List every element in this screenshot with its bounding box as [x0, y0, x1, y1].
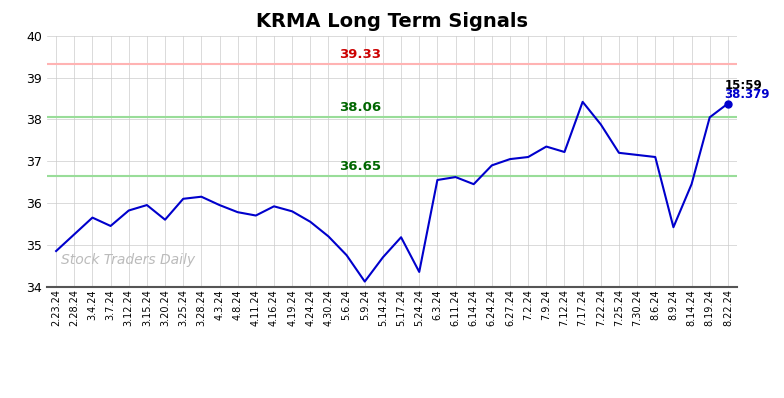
Text: 38.379: 38.379 — [724, 88, 770, 101]
Text: 38.06: 38.06 — [339, 101, 381, 114]
Text: Stock Traders Daily: Stock Traders Daily — [61, 252, 195, 267]
Title: KRMA Long Term Signals: KRMA Long Term Signals — [256, 12, 528, 31]
Text: 15:59: 15:59 — [724, 79, 762, 92]
Text: 39.33: 39.33 — [339, 48, 381, 61]
Text: 36.65: 36.65 — [339, 160, 381, 173]
